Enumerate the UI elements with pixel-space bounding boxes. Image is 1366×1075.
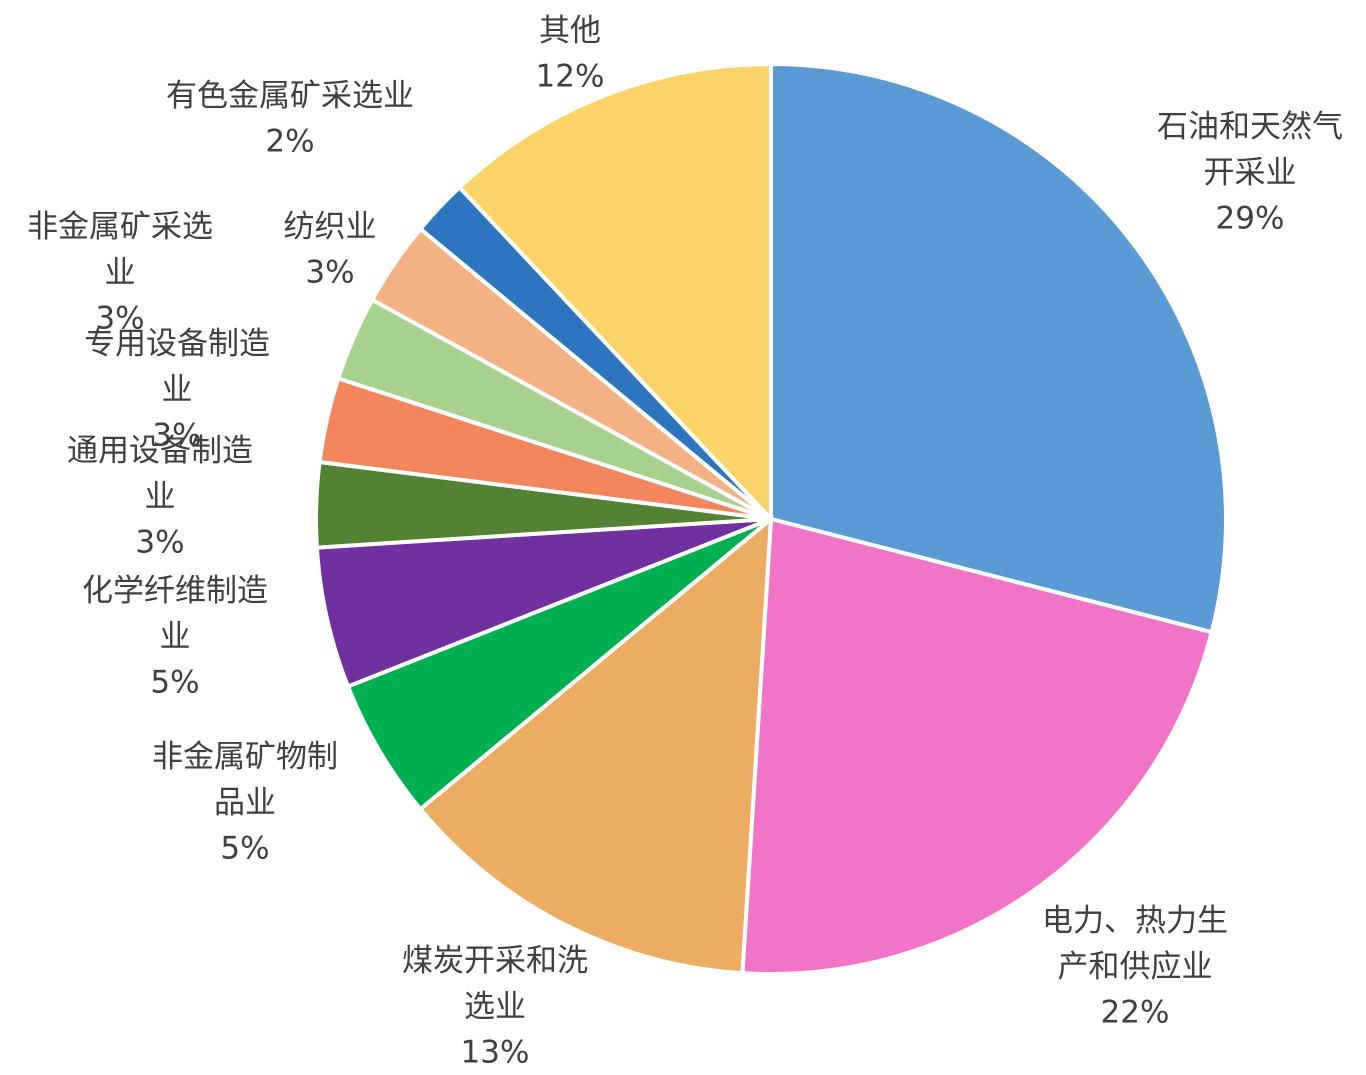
value-label: 13% bbox=[461, 1035, 530, 1071]
value-label: 5% bbox=[220, 831, 269, 867]
value-label: 29% bbox=[1216, 201, 1285, 237]
slice-label: 有色金属矿采选业 bbox=[166, 78, 414, 114]
pie-slice bbox=[740, 516, 1215, 976]
pie-slice bbox=[456, 61, 773, 525]
slice-label: 石油和天然气开采业 bbox=[1157, 109, 1343, 191]
slice-label: 其他 bbox=[539, 13, 601, 49]
value-label: 5% bbox=[150, 665, 199, 701]
pie-slice bbox=[417, 514, 774, 976]
slice-label: 通用设备制造业 bbox=[67, 433, 253, 515]
pie-slice bbox=[345, 517, 773, 812]
value-label: 3% bbox=[152, 418, 201, 454]
pie-slice bbox=[314, 517, 772, 690]
value-label: 3% bbox=[305, 255, 354, 291]
value-label: 3% bbox=[135, 525, 184, 561]
pie-slice bbox=[769, 61, 1228, 635]
value-label: 22% bbox=[1101, 995, 1170, 1031]
slice-label: 化学纤维制造业 bbox=[82, 573, 268, 655]
slice-label: 非金属矿采选业 bbox=[27, 209, 213, 291]
value-label: 2% bbox=[265, 124, 314, 160]
value-label: 3% bbox=[95, 301, 144, 337]
slice-label: 纺织业 bbox=[284, 209, 377, 245]
slice-label: 非金属矿物制品业 bbox=[152, 739, 338, 821]
value-label: 12% bbox=[536, 59, 605, 95]
slice-label: 煤炭开采和洗选业 bbox=[402, 943, 588, 1025]
slice-label: 专用设备制造业 bbox=[84, 326, 270, 408]
slice-label: 电力、热力生产和供应业 bbox=[1042, 903, 1228, 985]
